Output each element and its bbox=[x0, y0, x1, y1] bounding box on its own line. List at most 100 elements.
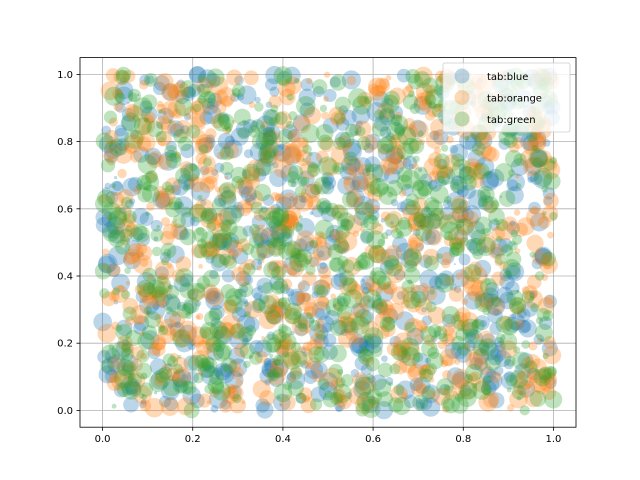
scatter-point bbox=[503, 371, 516, 383]
scatter-point bbox=[459, 381, 478, 400]
scatter-point bbox=[190, 203, 206, 219]
scatter-point bbox=[297, 393, 305, 400]
scatter-point bbox=[202, 283, 219, 300]
scatter-point bbox=[378, 224, 381, 227]
scatter-point bbox=[490, 246, 502, 258]
scatter-point bbox=[236, 314, 256, 334]
scatter-point bbox=[268, 116, 278, 126]
scatter-point bbox=[462, 343, 471, 351]
scatter-point bbox=[298, 235, 315, 252]
scatter-point bbox=[114, 142, 128, 156]
scatter-point bbox=[380, 248, 400, 268]
scatter-point bbox=[332, 237, 349, 254]
scatter-point bbox=[321, 322, 332, 333]
scatter-point bbox=[271, 266, 286, 281]
scatter-point bbox=[469, 356, 483, 371]
scatter-point bbox=[387, 191, 394, 198]
scatter-point bbox=[515, 182, 522, 189]
scatter-point bbox=[343, 177, 351, 186]
scatter-point bbox=[265, 101, 273, 108]
scatter-point bbox=[211, 100, 227, 115]
scatter-point bbox=[109, 142, 117, 151]
scatter-point bbox=[543, 251, 553, 260]
scatter-point bbox=[211, 233, 229, 251]
scatter-point bbox=[504, 150, 523, 168]
scatter-point bbox=[146, 151, 164, 168]
scatter-point bbox=[274, 301, 293, 319]
scatter-point bbox=[481, 380, 497, 396]
scatter-point bbox=[266, 309, 282, 325]
scatter-point bbox=[123, 251, 141, 270]
scatter-point bbox=[488, 219, 501, 231]
scatter-point bbox=[408, 164, 414, 170]
scatter-point bbox=[361, 320, 380, 339]
scatter-point bbox=[182, 184, 190, 192]
scatter-point bbox=[481, 228, 485, 232]
scatter-point bbox=[414, 66, 433, 86]
scatter-point bbox=[537, 150, 552, 165]
scatter-point bbox=[349, 179, 361, 190]
scatter-point bbox=[104, 348, 121, 364]
scatter-point bbox=[534, 323, 553, 342]
scatter-point bbox=[354, 120, 372, 138]
scatter-point bbox=[238, 185, 251, 198]
scatter-point bbox=[439, 164, 454, 179]
scatter-point bbox=[434, 330, 441, 337]
legend-marker bbox=[454, 90, 470, 105]
scatter-point bbox=[274, 331, 292, 350]
scatter-point bbox=[358, 340, 375, 357]
scatter-point bbox=[263, 357, 278, 372]
scatter-point bbox=[270, 104, 279, 113]
scatter-point bbox=[340, 155, 361, 176]
scatter-point bbox=[269, 359, 289, 378]
scatter-point bbox=[473, 332, 481, 340]
scatter-point bbox=[434, 170, 451, 187]
scatter-point bbox=[360, 252, 368, 260]
scatter-point bbox=[306, 253, 321, 268]
scatter-point bbox=[536, 307, 551, 322]
scatter-point bbox=[534, 135, 544, 144]
scatter-point bbox=[157, 273, 169, 285]
scatter-point bbox=[465, 161, 479, 175]
scatter-point bbox=[203, 249, 211, 258]
scatter-point bbox=[495, 315, 513, 334]
scatter-point bbox=[114, 124, 127, 137]
scatter-point bbox=[530, 205, 539, 215]
scatter-point bbox=[283, 144, 303, 164]
scatter-point bbox=[513, 209, 521, 216]
scatter-point bbox=[297, 282, 306, 291]
scatter-point bbox=[156, 225, 160, 229]
scatter-point bbox=[389, 363, 401, 375]
scatter-point bbox=[298, 387, 313, 401]
scatter-point bbox=[164, 257, 167, 259]
scatter-point bbox=[173, 196, 194, 216]
scatter-point bbox=[139, 400, 147, 409]
scatter-point bbox=[259, 149, 278, 167]
scatter-point bbox=[365, 333, 382, 349]
scatter-point bbox=[168, 196, 183, 211]
scatter-point bbox=[187, 83, 201, 97]
scatter-point bbox=[237, 85, 257, 105]
scatter-point bbox=[144, 147, 162, 165]
scatter-point bbox=[105, 191, 119, 204]
scatter-point bbox=[361, 134, 379, 152]
scatter-point bbox=[117, 335, 133, 351]
scatter-point bbox=[547, 231, 554, 239]
scatter-point bbox=[297, 320, 303, 325]
scatter-point bbox=[158, 299, 167, 308]
scatter-point bbox=[262, 150, 273, 161]
scatter-point bbox=[530, 133, 547, 150]
scatter-point bbox=[411, 352, 429, 369]
scatter-point bbox=[403, 266, 421, 284]
scatter-point bbox=[451, 181, 460, 190]
scatter-point bbox=[494, 162, 514, 182]
scatter-point bbox=[216, 343, 232, 360]
scatter-point bbox=[441, 252, 453, 264]
scatter-point bbox=[112, 89, 123, 100]
scatter-point bbox=[404, 321, 416, 333]
legend-label: tab:blue bbox=[487, 72, 528, 83]
scatter-point bbox=[447, 226, 468, 246]
scatter-point bbox=[370, 222, 384, 235]
scatter-point bbox=[132, 225, 150, 243]
scatter-point bbox=[251, 224, 270, 243]
